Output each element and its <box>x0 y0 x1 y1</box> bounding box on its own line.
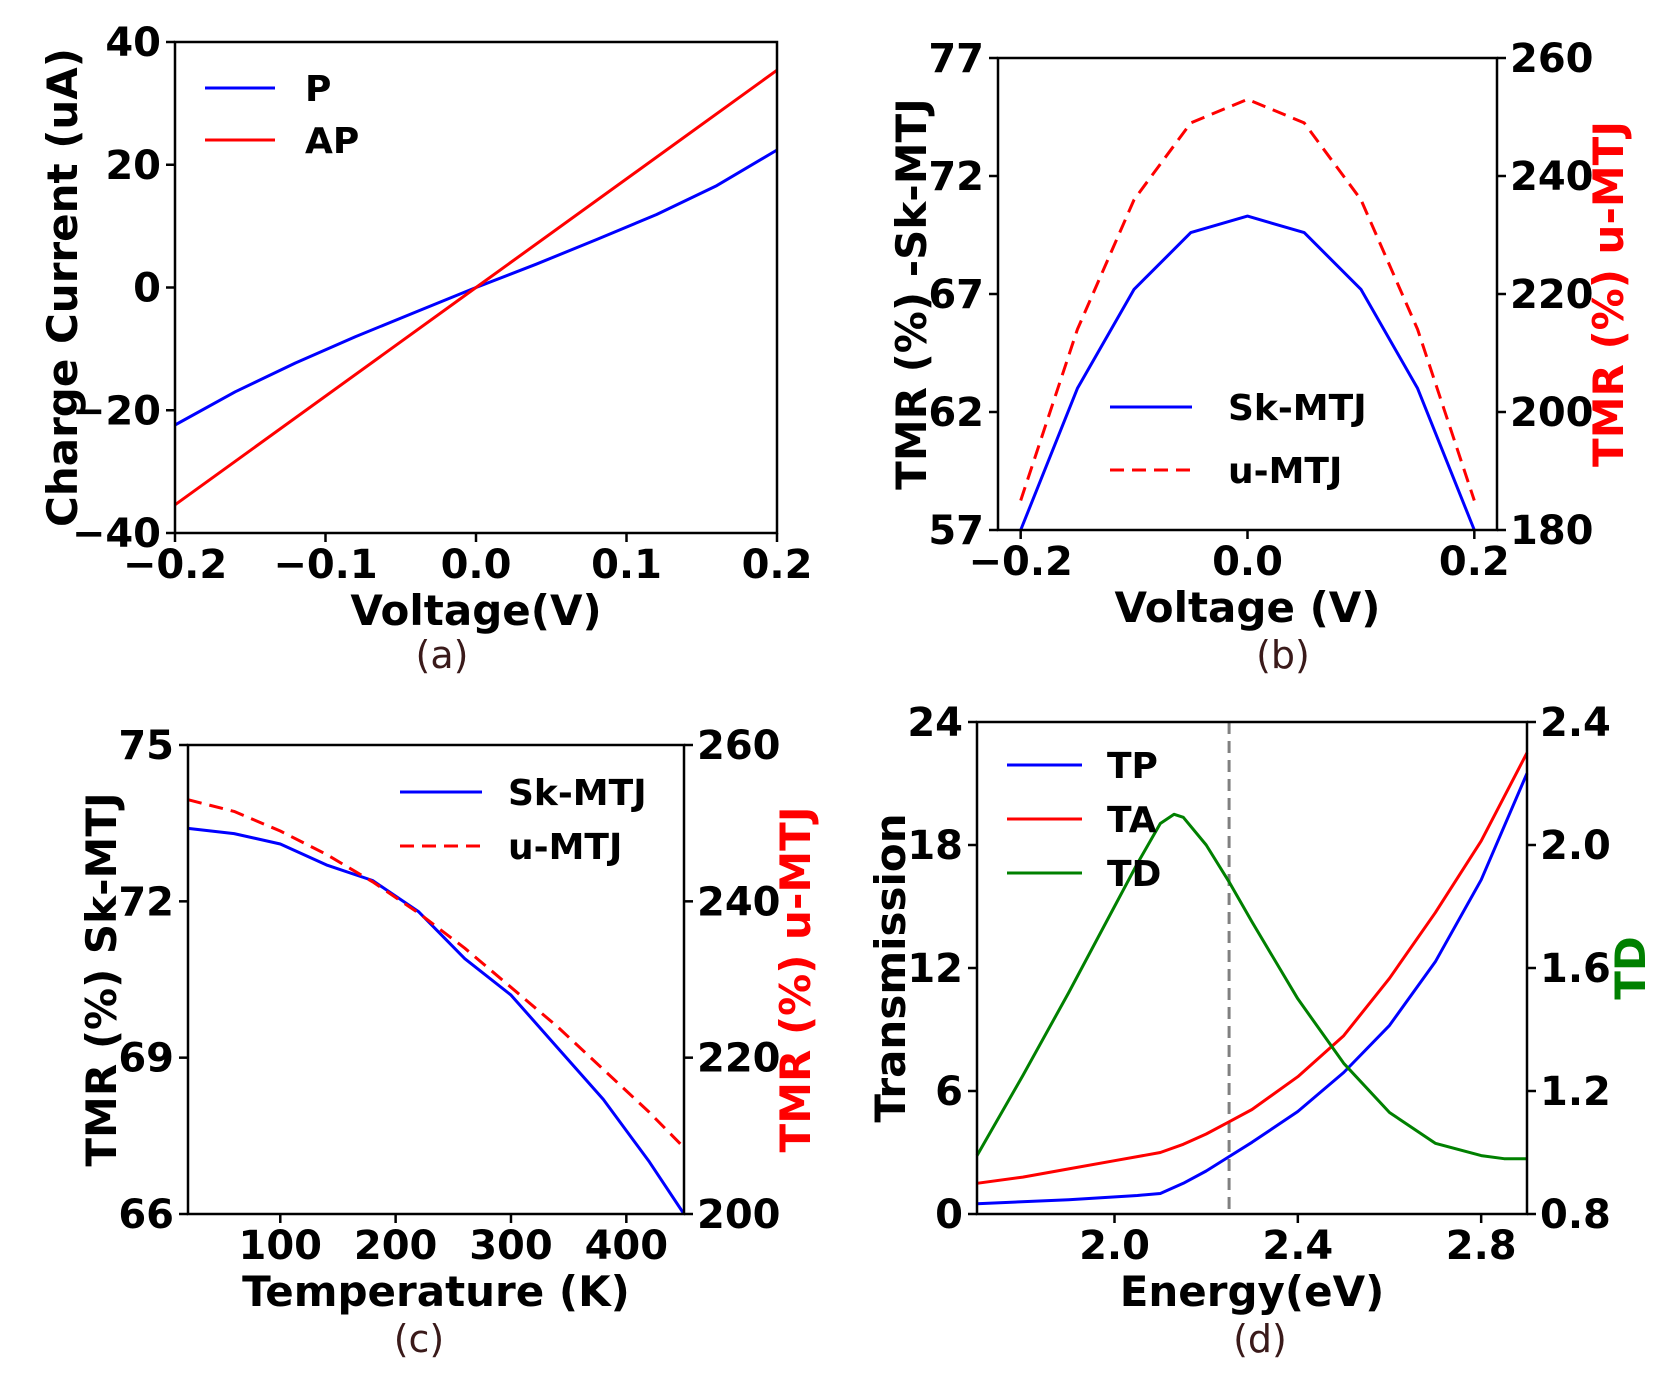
panel-caption: (c) <box>394 1317 445 1361</box>
y-right-axis-label: TMR (%) u-MTJ <box>1584 121 1633 467</box>
x-axis-label: Temperature (K) <box>242 1267 630 1316</box>
series-line-ap <box>174 68 778 507</box>
y-tick-label: −20 <box>72 388 161 434</box>
legend-label-p: P <box>305 69 331 110</box>
y-axis-label: TMR (%) Sk-MTJ <box>77 792 126 1166</box>
series-line-td <box>975 812 1527 1161</box>
y-right-tick-label: 240 <box>697 879 781 925</box>
legend-label-sk-mtj: Sk-MTJ <box>1228 388 1367 429</box>
legend-label-ap: AP <box>305 121 359 162</box>
series-line-tp <box>976 772 1529 1206</box>
legend-label-u-mtj: u-MTJ <box>508 827 622 868</box>
legend-label-ta: TA <box>1107 800 1157 841</box>
y-right-tick-label: 200 <box>697 1192 781 1238</box>
chart-a: −0.2 −0.1 0.0 0.1 0.2 −40 −20 0 20 40 Voltage(V) Ch… <box>38 20 812 677</box>
y-tick-label: 24 <box>907 700 963 746</box>
x-tick-label: 0.2 <box>1439 539 1510 585</box>
series-line-u-mtj <box>1019 97 1476 501</box>
chart-c: 100 200 300 400 66 69 72 75 200 220 240 260 Temperat… <box>77 723 820 1361</box>
y-right-tick-label: 0.8 <box>1540 1192 1611 1238</box>
y-tick-label: 20 <box>105 143 161 189</box>
y-tick-label: 57 <box>928 508 984 554</box>
x-tick-label: 200 <box>354 1223 438 1269</box>
chart-b: −0.2 0.0 0.2 57 62 67 72 77 180 200 220 240 260 Volta… <box>887 36 1633 677</box>
panel-caption: (a) <box>416 633 469 677</box>
y-right-tick-label: 2.0 <box>1540 823 1611 869</box>
y-tick-label: 72 <box>928 154 984 200</box>
y-right-tick-label: 2.4 <box>1540 700 1611 746</box>
x-tick-label: −0.2 <box>123 542 227 588</box>
y-tick-label: 40 <box>105 20 161 66</box>
y-tick-label: 72 <box>118 879 174 925</box>
axes-frame <box>186 743 686 1216</box>
axes-frame <box>975 720 1529 1216</box>
y-right-tick-label: 200 <box>1510 390 1594 436</box>
y-tick-label: 77 <box>928 36 984 82</box>
legend-label-td: TD <box>1107 854 1161 895</box>
y-right-axis-label: TMR (%) u-MTJ <box>771 807 820 1153</box>
y-tick-label: 75 <box>118 723 174 769</box>
y-axis-label: Transmission <box>866 813 915 1122</box>
y-tick-label: 0 <box>133 266 161 312</box>
y-right-tick-label: 1.6 <box>1540 946 1611 992</box>
x-tick-label: 0.1 <box>591 542 662 588</box>
y-tick-label: 12 <box>907 946 963 992</box>
x-tick-label: 100 <box>239 1223 323 1269</box>
y-right-tick-label: 260 <box>1510 36 1594 82</box>
series-line-u-mtj <box>187 798 686 1149</box>
y-tick-label: 69 <box>118 1036 174 1082</box>
y-tick-label: −40 <box>72 511 161 557</box>
y-tick-label: 67 <box>928 272 984 318</box>
y-axis-label: Charge Current (uA) <box>38 48 87 527</box>
x-tick-label: 0.2 <box>742 542 813 588</box>
x-axis-label: Voltage (V) <box>1115 583 1381 632</box>
y-right-tick-label: 240 <box>1510 154 1594 200</box>
x-tick-label: 2.8 <box>1446 1223 1517 1269</box>
legend-label-sk-mtj: Sk-MTJ <box>508 773 647 814</box>
y-right-tick-label: 260 <box>697 723 781 769</box>
chart-d: 2.0 2.4 2.8061218240.81.21.62.02.4Energy(e… <box>866 700 1655 1361</box>
y-right-tick-label: 220 <box>697 1036 781 1082</box>
x-axis-label: Energy(eV) <box>1120 1267 1385 1316</box>
y-tick-label: 18 <box>907 823 963 869</box>
x-tick-label: 300 <box>469 1223 553 1269</box>
series-line-sk-mtj <box>187 826 686 1215</box>
x-tick-label: 400 <box>585 1223 669 1269</box>
y-right-axis-label: TD <box>1606 936 1655 1000</box>
series-line-ta <box>976 752 1529 1185</box>
panel-caption: (b) <box>1256 633 1310 677</box>
y-axis-label: TMR (%) -Sk-MTJ <box>887 98 936 490</box>
y-right-tick-label: 220 <box>1510 272 1594 318</box>
x-tick-label: 2.4 <box>1262 1223 1333 1269</box>
y-tick-label: 0 <box>935 1192 963 1238</box>
legend-label-tp: TP <box>1107 746 1158 787</box>
x-tick-label: −0.2 <box>968 539 1072 585</box>
legend-label-u-mtj: u-MTJ <box>1228 451 1342 492</box>
y-tick-label: 66 <box>118 1192 174 1238</box>
x-axis-label: Voltage(V) <box>350 586 601 635</box>
y-right-tick-label: 1.2 <box>1540 1069 1611 1115</box>
x-tick-label: 2.0 <box>1079 1223 1150 1269</box>
y-right-tick-label: 180 <box>1510 508 1594 554</box>
x-tick-label: 0.0 <box>1212 539 1283 585</box>
x-tick-label: −0.1 <box>273 542 377 588</box>
series-line-sk-mtj <box>1019 214 1476 531</box>
x-tick-label: 0.0 <box>441 542 512 588</box>
panel-caption: (d) <box>1233 1317 1287 1361</box>
y-tick-label: 62 <box>928 390 984 436</box>
y-tick-label: 6 <box>935 1069 963 1115</box>
